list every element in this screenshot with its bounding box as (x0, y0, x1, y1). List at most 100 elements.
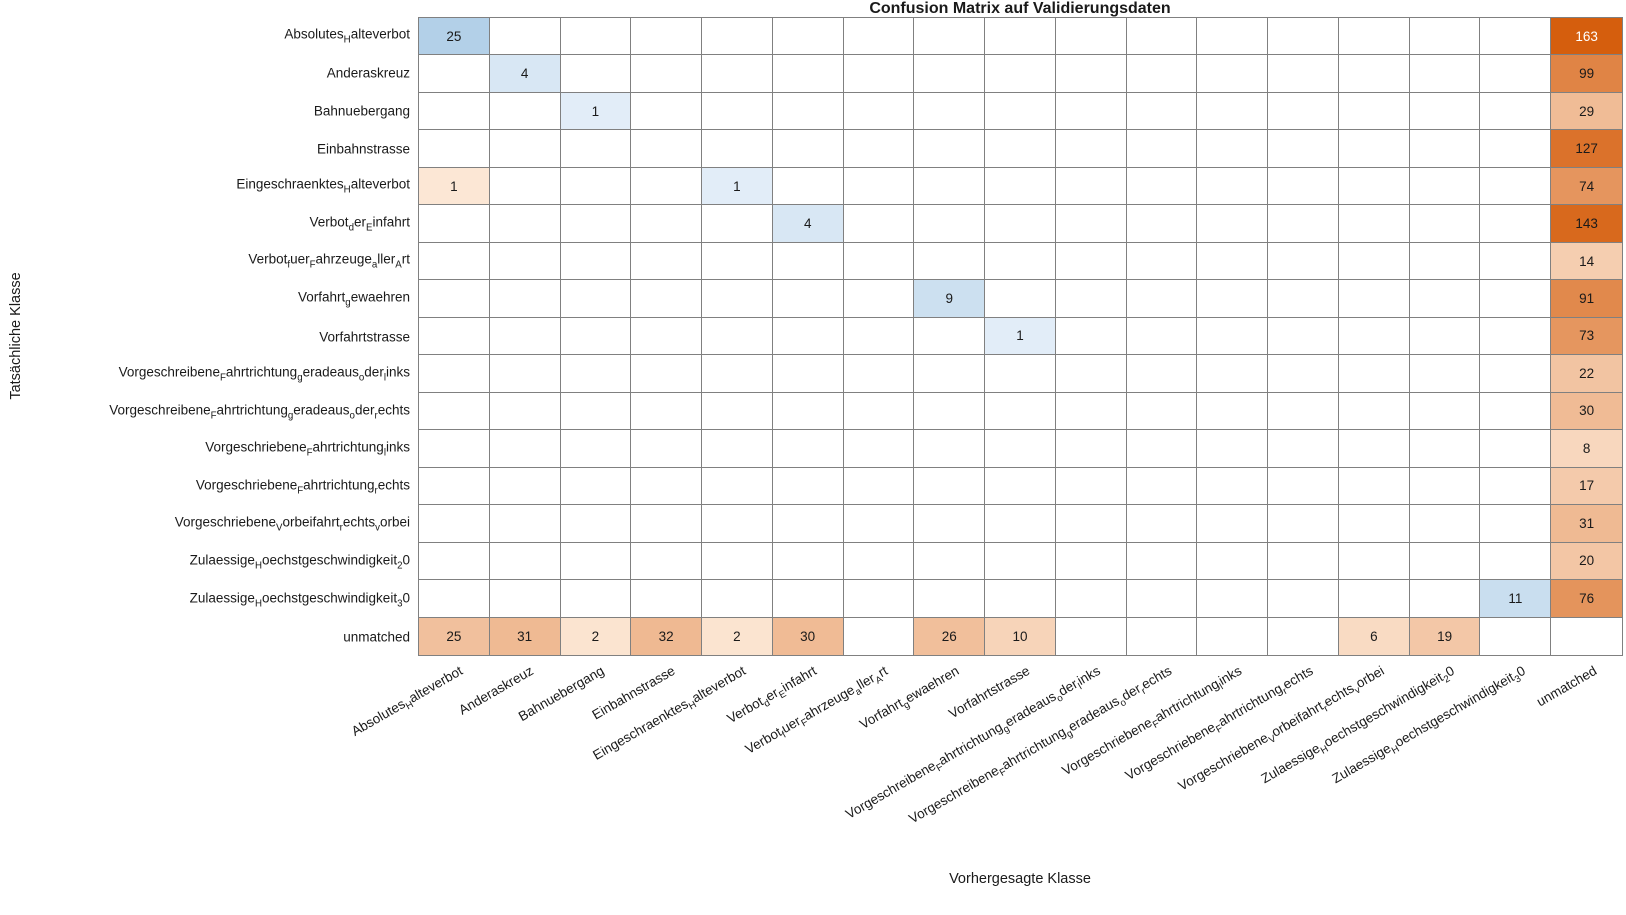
matrix-cell (1197, 355, 1269, 393)
matrix-cell (1197, 317, 1269, 356)
matrix-cell (914, 392, 986, 431)
matrix-cell (1126, 205, 1198, 243)
matrix-cell (1055, 55, 1127, 93)
matrix-cell: 31 (489, 617, 561, 655)
matrix-cell (1480, 18, 1552, 56)
matrix-cell: 31 (1551, 505, 1622, 543)
col-tick-label: VorgeschreibeneFahrtrichtunggeradeausode… (843, 663, 1103, 822)
cell-value: 2 (733, 628, 741, 644)
row-tick-label: Vorfahrtstrasse (319, 329, 410, 344)
row-tick-label: VerbotfuerFahrzeugeallerArt (248, 251, 410, 271)
matrix-cell (1127, 617, 1198, 655)
matrix-cell (419, 280, 490, 318)
matrix-cell (772, 130, 844, 168)
matrix-cell (1055, 505, 1127, 543)
matrix-cell (489, 392, 561, 431)
matrix-cell: 4 (489, 55, 561, 93)
cell-value: 17 (1579, 478, 1595, 494)
matrix-cell (1126, 467, 1198, 506)
cell-value: 8 (1582, 440, 1591, 456)
matrix-cell (914, 505, 986, 543)
matrix-cell (1480, 392, 1552, 431)
matrix-cell (843, 130, 915, 168)
matrix-cell (631, 580, 703, 618)
col-tick-label: AbsolutesHalteverbot (348, 663, 465, 739)
matrix-cell (560, 130, 632, 168)
matrix-cell: 9 (914, 280, 986, 318)
matrix-cell (772, 392, 844, 431)
matrix-cell (631, 167, 703, 206)
row-tick-label: EingeschraenktesHalteverbot (236, 176, 410, 196)
matrix-cell (914, 205, 986, 243)
matrix-cell (631, 392, 703, 431)
matrix-cell (1480, 317, 1552, 356)
matrix-cell (631, 92, 703, 131)
cell-value: 31 (517, 628, 533, 644)
matrix-cell (1197, 542, 1269, 581)
matrix-cell (1409, 205, 1481, 243)
matrix-cell (1338, 242, 1410, 281)
matrix-cell (772, 55, 844, 93)
heatmap-grid: 25 163 4 99 1 29 127 1 1 74 4 143 14 9 91 1 73 22 30 8 17 31 2… (418, 17, 1623, 656)
matrix-cell (489, 92, 561, 131)
matrix-cell (702, 317, 773, 356)
matrix-cell: 26 (914, 617, 986, 655)
matrix-cell (489, 280, 561, 318)
matrix-cell (914, 130, 986, 168)
matrix-cell (1480, 355, 1552, 393)
matrix-cell (843, 467, 915, 506)
matrix-cell (1126, 92, 1198, 131)
matrix-cell: 29 (1551, 92, 1622, 131)
cell-value: 25 (446, 628, 462, 644)
matrix-cell (843, 505, 915, 543)
matrix-cell (843, 392, 915, 431)
matrix-cell (1480, 55, 1552, 93)
matrix-cell (631, 467, 703, 506)
matrix-cell (1197, 205, 1269, 243)
matrix-cell (1480, 167, 1552, 206)
matrix-cell (489, 580, 561, 618)
matrix-cell (1197, 617, 1269, 655)
cell-value: 1 (1016, 328, 1024, 344)
matrix-cell (1268, 542, 1339, 581)
matrix-cell (772, 542, 844, 581)
matrix-cell: 6 (1338, 617, 1410, 655)
matrix-cell (489, 467, 561, 506)
matrix-cell (1409, 542, 1481, 581)
cell-value: 20 (1579, 553, 1595, 569)
matrix-cell (1268, 505, 1339, 543)
matrix-cell (843, 205, 915, 243)
matrix-cell: 1 (560, 92, 632, 131)
matrix-cell: 127 (1551, 130, 1622, 168)
matrix-cell (1409, 317, 1481, 356)
matrix-cell (1197, 430, 1269, 468)
matrix-cell (560, 317, 632, 356)
matrix-cell (560, 430, 632, 468)
cell-value: 31 (1579, 515, 1595, 531)
matrix-cell (1126, 355, 1198, 393)
matrix-cell (1268, 317, 1339, 356)
matrix-cell (702, 18, 773, 56)
matrix-cell (560, 355, 632, 393)
matrix-cell (1197, 18, 1269, 56)
cell-value: 11 (1508, 590, 1523, 606)
matrix-cell (702, 55, 773, 93)
matrix-cell (489, 167, 561, 206)
matrix-cell: 30 (1551, 392, 1622, 431)
matrix-cell (1338, 467, 1410, 506)
matrix-cell: 91 (1551, 280, 1622, 318)
matrix-cell (1338, 355, 1410, 393)
cell-value: 4 (520, 66, 529, 82)
matrix-cell (1268, 392, 1339, 431)
matrix-cell: 163 (1551, 18, 1622, 56)
matrix-cell (985, 130, 1056, 168)
matrix-cell (1268, 617, 1339, 655)
row-tick-label: VorgeschriebeneFahrtrichtungrechts (195, 477, 410, 497)
matrix-cell (1338, 130, 1410, 168)
matrix-cell (1409, 167, 1481, 206)
matrix-cell (843, 18, 915, 56)
matrix-cell (843, 55, 915, 93)
matrix-cell (1480, 130, 1552, 168)
matrix-cell (914, 355, 986, 393)
matrix-cell (702, 430, 773, 468)
